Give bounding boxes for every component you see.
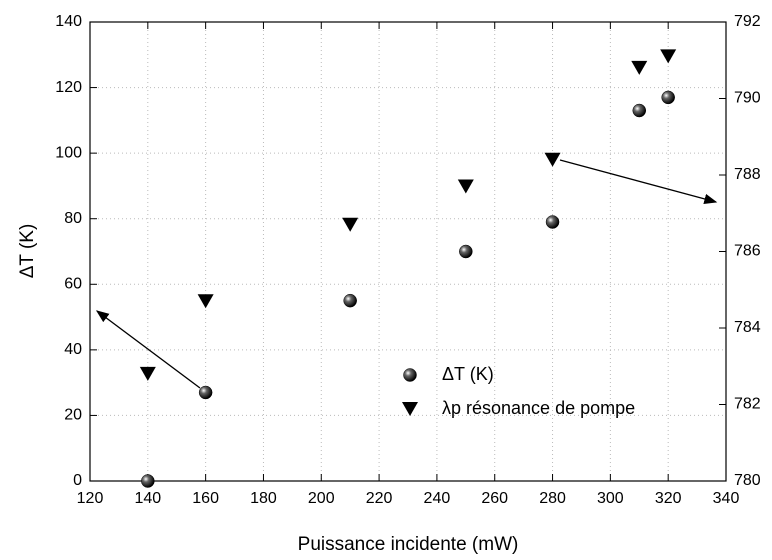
x-tick-label: 200	[308, 490, 335, 507]
point	[141, 474, 155, 488]
point	[198, 385, 213, 400]
point	[343, 293, 357, 308]
y-tick-label: 80	[64, 210, 82, 227]
y2-tick-label: 780	[734, 472, 761, 489]
x-tick-label: 160	[192, 490, 219, 507]
y2-tick-label: 792	[734, 13, 761, 30]
point	[342, 217, 359, 232]
point	[661, 90, 675, 105]
point	[632, 103, 647, 118]
arrow	[95, 310, 201, 389]
point	[139, 366, 156, 381]
point	[197, 294, 214, 309]
point	[457, 179, 474, 194]
y-tick-label: 100	[55, 144, 82, 161]
legend-marker	[402, 402, 418, 416]
x-tick-label: 140	[134, 490, 161, 507]
x-tick-label: 260	[481, 490, 508, 507]
point	[459, 244, 473, 259]
legend-label: λp résonance de pompe	[442, 398, 635, 418]
point	[631, 60, 648, 75]
x-tick-label: 300	[597, 490, 624, 507]
y2-tick-label: 786	[734, 243, 761, 260]
point	[545, 215, 560, 229]
y2-tick-label: 790	[734, 90, 761, 107]
x-axis-label: Puissance incidente (mW)	[298, 534, 519, 555]
x-tick-label: 340	[713, 490, 740, 507]
x-tick-label: 280	[539, 490, 566, 507]
y-tick-label: 40	[64, 341, 82, 358]
y2-tick-label: 782	[734, 396, 761, 413]
x-tick-label: 220	[366, 490, 393, 507]
y2-tick-label: 784	[734, 319, 761, 336]
y-tick-label: 120	[55, 79, 82, 96]
y-tick-label: 60	[64, 276, 82, 293]
y-axis-label: ΔT (K)	[17, 224, 38, 279]
point	[660, 49, 677, 64]
y-tick-label: 0	[73, 472, 82, 489]
legend-label: ΔT (K)	[442, 364, 494, 384]
x-tick-label: 120	[77, 490, 104, 507]
x-tick-label: 180	[250, 490, 277, 507]
x-tick-label: 240	[424, 490, 451, 507]
y2-tick-label: 788	[734, 166, 761, 183]
x-tick-label: 320	[655, 490, 682, 507]
y-tick-label: 140	[55, 13, 82, 30]
arrow	[559, 159, 718, 204]
point	[544, 152, 561, 167]
y-tick-label: 20	[64, 407, 82, 424]
legend-marker	[403, 368, 417, 382]
